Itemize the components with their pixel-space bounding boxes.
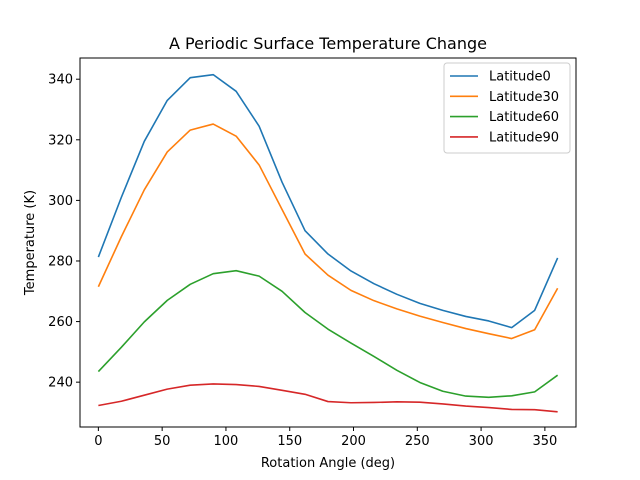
y-axis-label: Temperature (K) <box>23 190 38 296</box>
x-tick-label: 50 <box>154 434 171 449</box>
chart-title: A Periodic Surface Temperature Change <box>169 34 487 53</box>
y-axis: 240 260 280 300 320 340 <box>48 73 80 391</box>
x-tick-label: 0 <box>94 434 102 449</box>
x-tick-label: 200 <box>341 434 366 449</box>
legend-label-latitude30: Latitude30 <box>489 90 559 105</box>
legend-label-latitude60: Latitude60 <box>489 110 559 125</box>
y-tick-label: 340 <box>48 73 73 88</box>
series-line-latitude90 <box>98 383 558 413</box>
y-tick-label: 280 <box>48 254 73 269</box>
legend-label-latitude0: Latitude0 <box>489 70 551 85</box>
x-tick-label: 100 <box>214 434 239 449</box>
y-tick-label: 300 <box>48 194 73 209</box>
x-tick-label: 250 <box>405 434 430 449</box>
x-axis-label: Rotation Angle (deg) <box>261 456 395 471</box>
legend-label-latitude90: Latitude90 <box>489 130 559 145</box>
y-tick-label: 260 <box>48 315 73 330</box>
series-line-latitude30 <box>97 123 559 340</box>
series-line-latitude60 <box>97 269 559 399</box>
x-axis: 0 50 100 150 200 250 300 350 <box>94 427 557 449</box>
x-tick-label: 350 <box>532 434 557 449</box>
x-tick-label: 150 <box>277 434 302 449</box>
legend: Latitude0 Latitude30 Latitude60 Latitude90 <box>443 62 571 154</box>
x-tick-label: 300 <box>469 434 494 449</box>
series-line-latitude0 <box>97 73 559 329</box>
y-tick-label: 240 <box>48 376 73 391</box>
series-layer <box>97 73 559 413</box>
legend-box <box>443 62 571 154</box>
plot-frame <box>79 57 577 428</box>
y-tick-label: 320 <box>48 133 73 148</box>
